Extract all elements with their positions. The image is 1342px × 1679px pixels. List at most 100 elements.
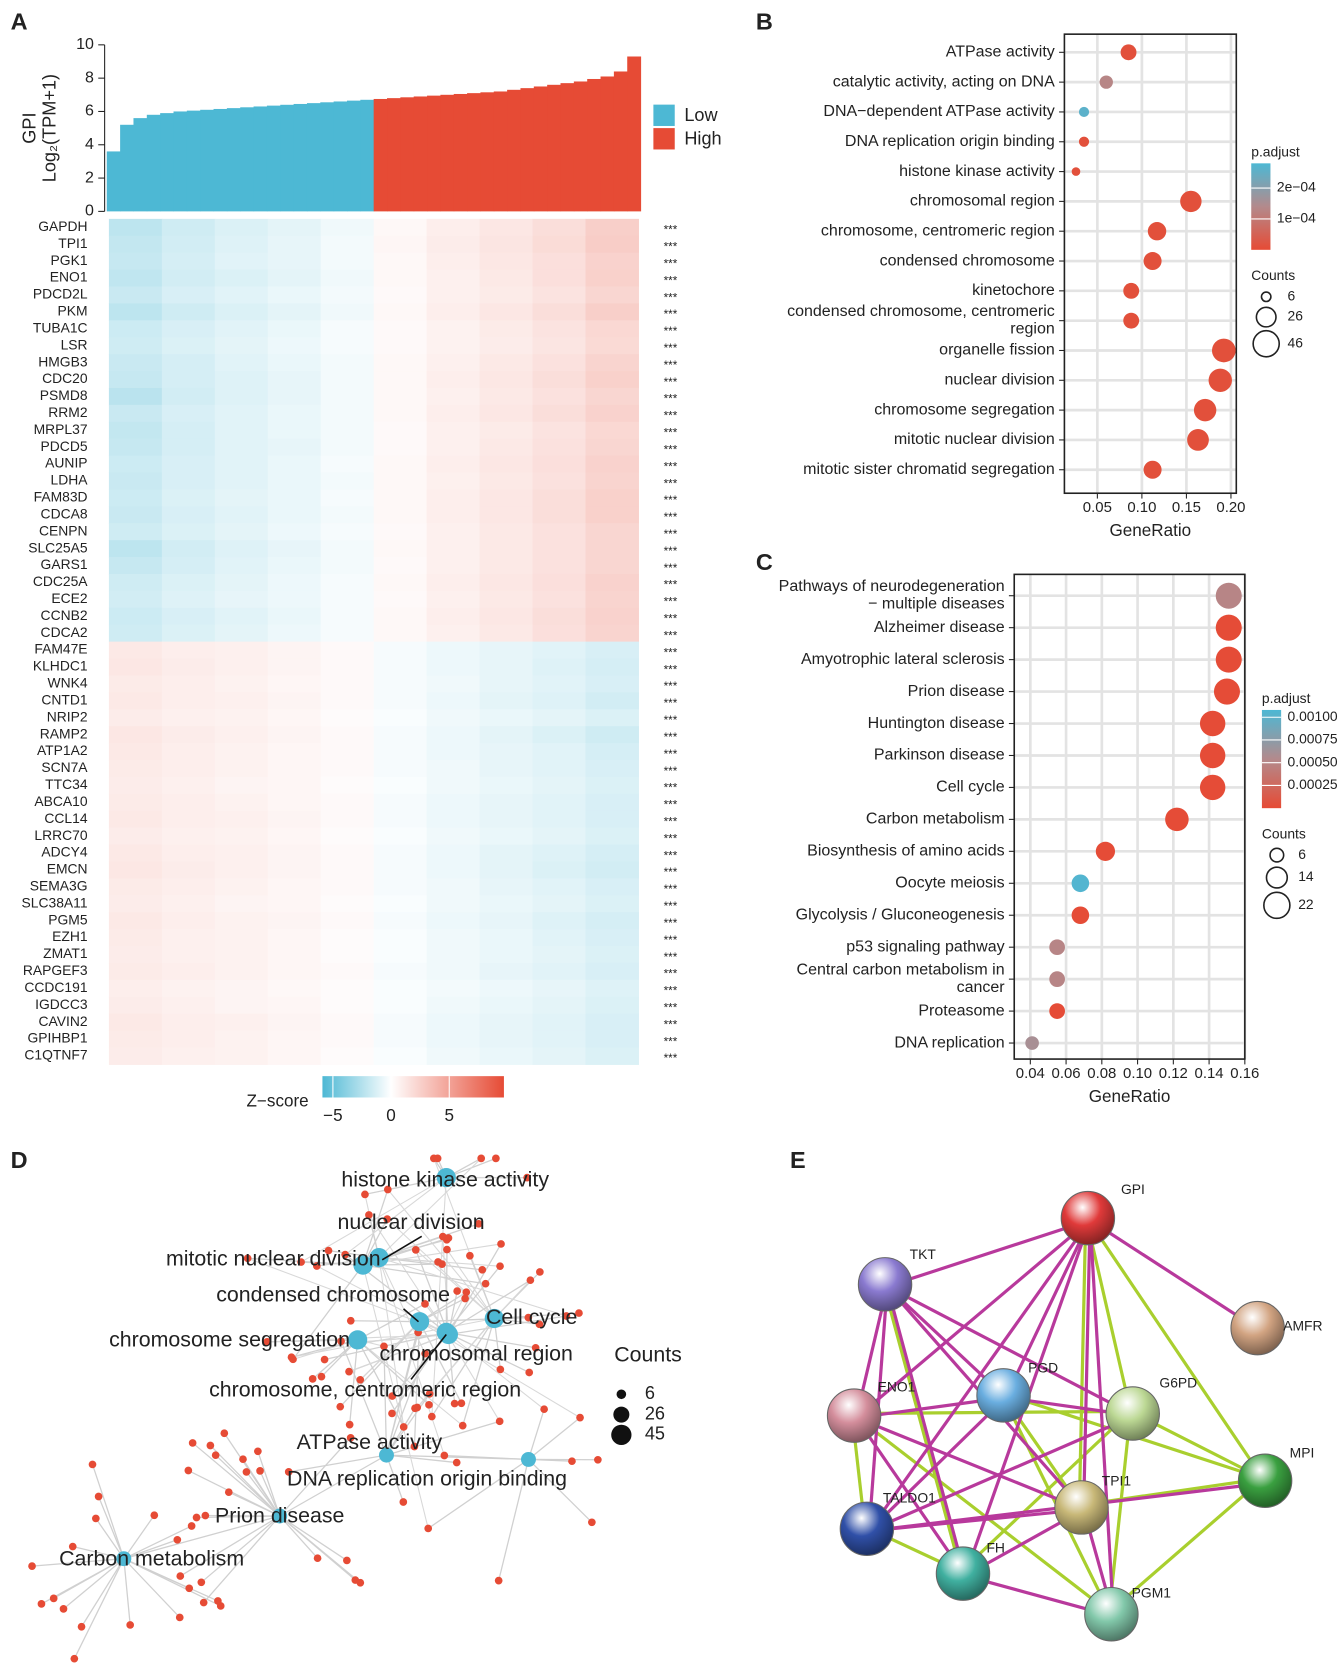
heat-cell [427,236,480,253]
row-label: PDCD2L [33,286,88,302]
heat-cell [585,557,638,574]
heat-cell [480,540,533,557]
heat-cell [162,253,215,270]
dot [1200,775,1225,800]
panel-label: C [756,549,773,575]
heat-cell [374,506,427,523]
legend-title: p.adjust [1251,143,1300,159]
heat-cell [321,506,374,523]
heat-cell [268,253,321,270]
heat-cell [162,303,215,320]
heat-cell [374,371,427,388]
heat-cell [480,287,533,304]
heat-cell [109,1031,162,1048]
heat-cell [268,828,321,845]
heat-cell [109,743,162,760]
dot [1049,971,1065,987]
heat-cell [215,861,268,878]
heat-cell [321,1047,374,1064]
gene-node [495,1577,503,1585]
heat-cell [162,980,215,997]
term-label: mitotic nuclear division [166,1246,381,1270]
heat-cell [585,1047,638,1064]
heat-cell [585,659,638,676]
heat-cell [321,692,374,709]
heat-cell [585,371,638,388]
heat-cell [480,675,533,692]
heat-cell [585,811,638,828]
heat-cell [585,253,638,270]
heat-cell [215,980,268,997]
heat-cell [585,473,638,490]
dot [1072,906,1090,924]
bar [147,115,161,212]
bar [320,102,334,211]
heat-cell [427,963,480,980]
heat-cell [268,861,321,878]
heat-cell [533,828,586,845]
heat-cell [162,760,215,777]
protein-label: TPI1 [1102,1472,1132,1488]
heat-cell [268,489,321,506]
heat-cell [480,997,533,1014]
heat-cell [480,861,533,878]
heat-cell [374,777,427,794]
protein-node [858,1258,911,1311]
bar [414,96,428,211]
heat-cell [480,659,533,676]
heat-cell [533,523,586,540]
heat-cell [268,371,321,388]
term-label: condensed chromosome [216,1283,450,1307]
size-key [1266,867,1287,888]
y-tick-label: Alzheimer disease [874,619,1005,636]
protein-node [1055,1481,1108,1534]
heat-cell [427,489,480,506]
heat-cell [162,845,215,862]
heat-cell [374,303,427,320]
legend-label: Low [684,105,718,125]
heat-cell [162,1031,215,1048]
heat-cell [533,287,586,304]
significance: *** [664,613,678,626]
heat-cell [427,794,480,811]
heat-cell [585,540,638,557]
heat-cell [268,642,321,659]
heat-cell [533,709,586,726]
protein-node [1061,1191,1114,1244]
heat-cell [374,726,427,743]
gene-node [482,1280,490,1288]
heat-cell [268,743,321,760]
heat-cell [480,878,533,895]
heat-cell [374,320,427,337]
significance: *** [664,799,678,812]
colorbar-tick-label: −5 [323,1106,342,1125]
heat-cell [162,608,215,625]
heat-cell [585,895,638,912]
y-tick-label: 10 [76,36,94,53]
heat-cell [162,405,215,422]
gene-node [201,1512,209,1520]
heat-cell [215,845,268,862]
dot [1072,167,1081,176]
heat-cell [480,489,533,506]
y-tick-label: chromosome segregation [874,401,1055,418]
heat-cell [109,997,162,1014]
heat-cell [215,1014,268,1031]
size-key [611,1425,631,1445]
heat-cell [533,456,586,473]
row-label: CCDC191 [24,979,87,995]
y-tick-label: Prion disease [908,683,1005,700]
heat-cell [533,337,586,354]
heat-cell [321,354,374,371]
heat-cell [215,303,268,320]
heat-cell [321,337,374,354]
row-label: CAVIN2 [39,1013,88,1029]
gene-node [434,1155,442,1163]
bar [360,100,374,212]
gene-node [207,1442,215,1450]
heat-cell [215,388,268,405]
legend-title: Counts [1262,826,1306,842]
heat-cell [427,659,480,676]
heat-cell [109,506,162,523]
